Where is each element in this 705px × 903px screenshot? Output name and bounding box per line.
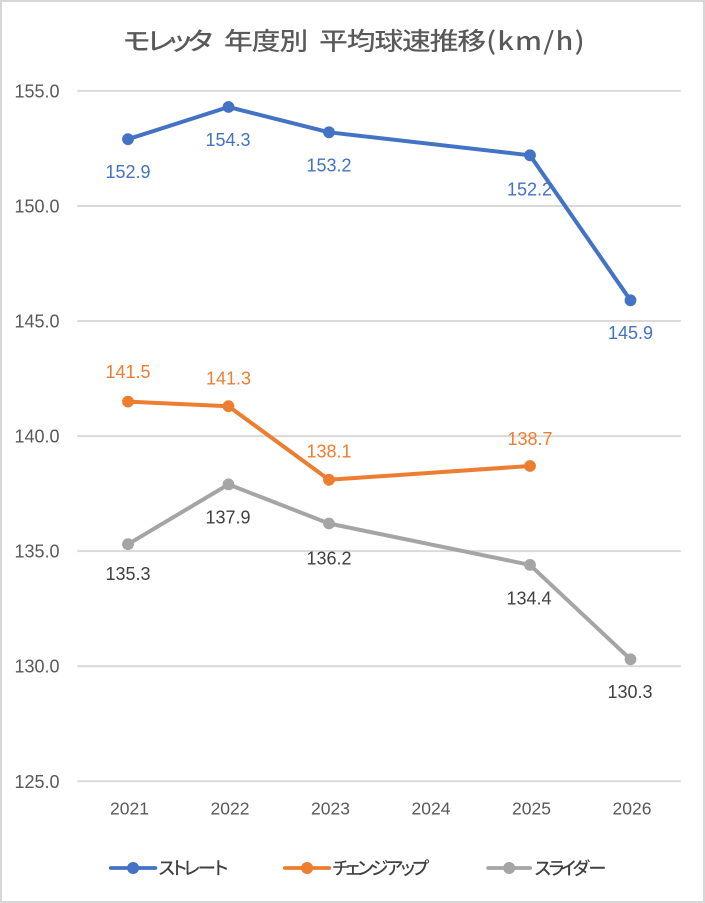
svg-text:125.0: 125.0 <box>14 772 59 792</box>
svg-text:138.1: 138.1 <box>306 441 351 461</box>
svg-text:135.0: 135.0 <box>14 542 59 562</box>
svg-text:150.0: 150.0 <box>14 197 59 217</box>
svg-text:2025: 2025 <box>512 799 551 819</box>
svg-text:141.5: 141.5 <box>105 362 150 382</box>
svg-text:155.0: 155.0 <box>14 81 59 101</box>
svg-text:130.3: 130.3 <box>607 682 652 702</box>
svg-text:141.3: 141.3 <box>206 369 251 389</box>
svg-text:140.0: 140.0 <box>14 427 59 447</box>
svg-text:152.2: 152.2 <box>507 180 552 200</box>
svg-text:145.0: 145.0 <box>14 312 59 332</box>
svg-text:2026: 2026 <box>613 799 652 819</box>
svg-text:2021: 2021 <box>110 799 149 819</box>
svg-text:145.9: 145.9 <box>608 323 653 343</box>
svg-text:2023: 2023 <box>311 799 350 819</box>
svg-text:136.2: 136.2 <box>306 548 351 568</box>
svg-text:130.0: 130.0 <box>14 657 59 677</box>
svg-text:2022: 2022 <box>211 799 250 819</box>
svg-text:135.3: 135.3 <box>105 564 150 584</box>
svg-text:138.7: 138.7 <box>507 429 552 449</box>
svg-text:152.9: 152.9 <box>105 162 150 182</box>
svg-text:137.9: 137.9 <box>205 508 250 528</box>
svg-text:154.3: 154.3 <box>205 130 250 150</box>
svg-text:2024: 2024 <box>412 799 451 819</box>
svg-text:134.4: 134.4 <box>506 589 551 609</box>
svg-text:153.2: 153.2 <box>306 155 351 175</box>
